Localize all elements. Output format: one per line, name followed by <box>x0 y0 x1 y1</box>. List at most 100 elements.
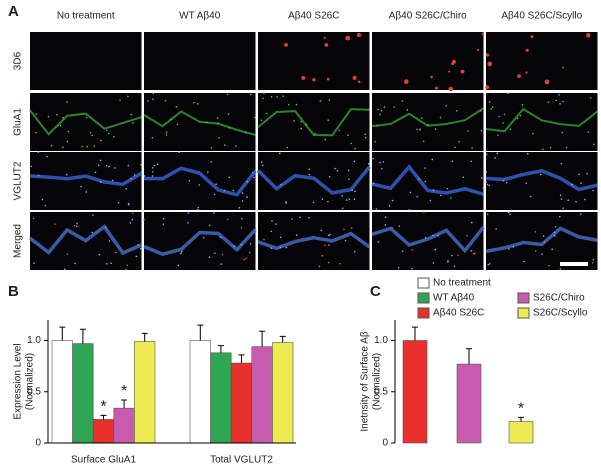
panel-label: A <box>8 3 19 20</box>
micrograph <box>30 152 142 210</box>
y-tick-label: 0.5 <box>374 386 388 397</box>
column-label: Aβ40 S26C/Scyllo <box>501 11 582 22</box>
puncta <box>544 79 550 85</box>
puncta <box>393 106 395 108</box>
puncta <box>416 128 418 131</box>
y-axis-label: Expression Level <box>13 343 24 419</box>
puncta <box>59 124 62 127</box>
puncta <box>575 200 577 203</box>
puncta <box>446 187 449 190</box>
puncta <box>114 167 116 169</box>
column-label: WT Aβ40 <box>179 11 221 22</box>
puncta <box>108 165 110 168</box>
puncta <box>197 206 200 209</box>
puncta <box>66 253 69 255</box>
puncta <box>503 113 506 116</box>
puncta <box>113 135 115 138</box>
puncta <box>140 247 142 250</box>
significance-marker: * <box>100 399 106 416</box>
puncta <box>549 146 552 149</box>
puncta <box>437 234 439 237</box>
puncta <box>104 226 107 229</box>
puncta <box>391 199 394 202</box>
puncta <box>219 236 222 238</box>
puncta <box>348 178 350 180</box>
puncta <box>447 259 449 262</box>
puncta <box>345 35 351 41</box>
puncta <box>555 99 557 102</box>
puncta <box>93 145 96 147</box>
puncta <box>132 122 134 124</box>
micrograph <box>372 93 484 151</box>
puncta <box>397 266 400 269</box>
puncta <box>497 134 499 136</box>
puncta <box>559 268 562 270</box>
puncta <box>44 204 47 207</box>
dendrite <box>257 108 370 137</box>
puncta <box>353 250 356 253</box>
puncta <box>372 157 374 160</box>
puncta <box>529 195 532 198</box>
dendrite <box>143 110 256 136</box>
puncta <box>132 212 134 215</box>
puncta <box>485 171 488 173</box>
bar <box>456 363 482 444</box>
puncta <box>376 125 379 127</box>
puncta <box>567 199 569 202</box>
puncta <box>180 252 182 255</box>
puncta <box>341 194 344 197</box>
puncta <box>519 114 522 117</box>
puncta <box>232 189 235 192</box>
puncta <box>432 262 435 264</box>
puncta <box>151 167 154 169</box>
legend-swatch <box>417 277 430 289</box>
puncta <box>295 234 298 236</box>
puncta <box>485 181 488 183</box>
puncta <box>165 134 168 136</box>
puncta <box>46 155 48 158</box>
puncta <box>481 33 485 36</box>
puncta <box>314 132 316 135</box>
puncta <box>324 244 326 247</box>
puncta <box>486 213 489 216</box>
puncta <box>217 122 219 125</box>
puncta <box>559 194 562 196</box>
error-bar <box>518 416 524 422</box>
puncta <box>353 198 356 200</box>
puncta <box>75 225 78 228</box>
puncta <box>133 174 136 176</box>
puncta <box>218 137 220 139</box>
puncta <box>339 262 341 265</box>
puncta <box>502 122 504 124</box>
puncta <box>560 162 563 165</box>
y-tick-label: 1.0 <box>27 335 41 346</box>
puncta <box>357 80 361 84</box>
puncta <box>559 102 561 105</box>
puncta <box>432 234 434 237</box>
puncta <box>30 165 32 168</box>
puncta <box>488 101 491 103</box>
puncta <box>348 198 351 200</box>
y-tick-label: 0.5 <box>27 386 41 397</box>
puncta <box>485 53 489 57</box>
puncta <box>246 180 248 183</box>
puncta <box>356 33 362 38</box>
x-tick-label: Surface GluA1 <box>71 455 136 466</box>
dendrite <box>28 224 143 256</box>
bar <box>51 340 73 444</box>
puncta <box>308 216 310 219</box>
puncta <box>481 177 483 179</box>
puncta <box>534 250 537 252</box>
puncta <box>280 183 282 186</box>
puncta <box>427 123 430 126</box>
puncta <box>351 189 354 191</box>
error-bar <box>59 326 66 341</box>
puncta <box>253 176 255 179</box>
puncta <box>505 181 508 184</box>
dendrite <box>143 228 257 257</box>
puncta <box>37 174 40 177</box>
puncta <box>457 254 459 257</box>
puncta <box>350 142 352 145</box>
puncta <box>97 164 100 167</box>
puncta <box>586 172 588 175</box>
